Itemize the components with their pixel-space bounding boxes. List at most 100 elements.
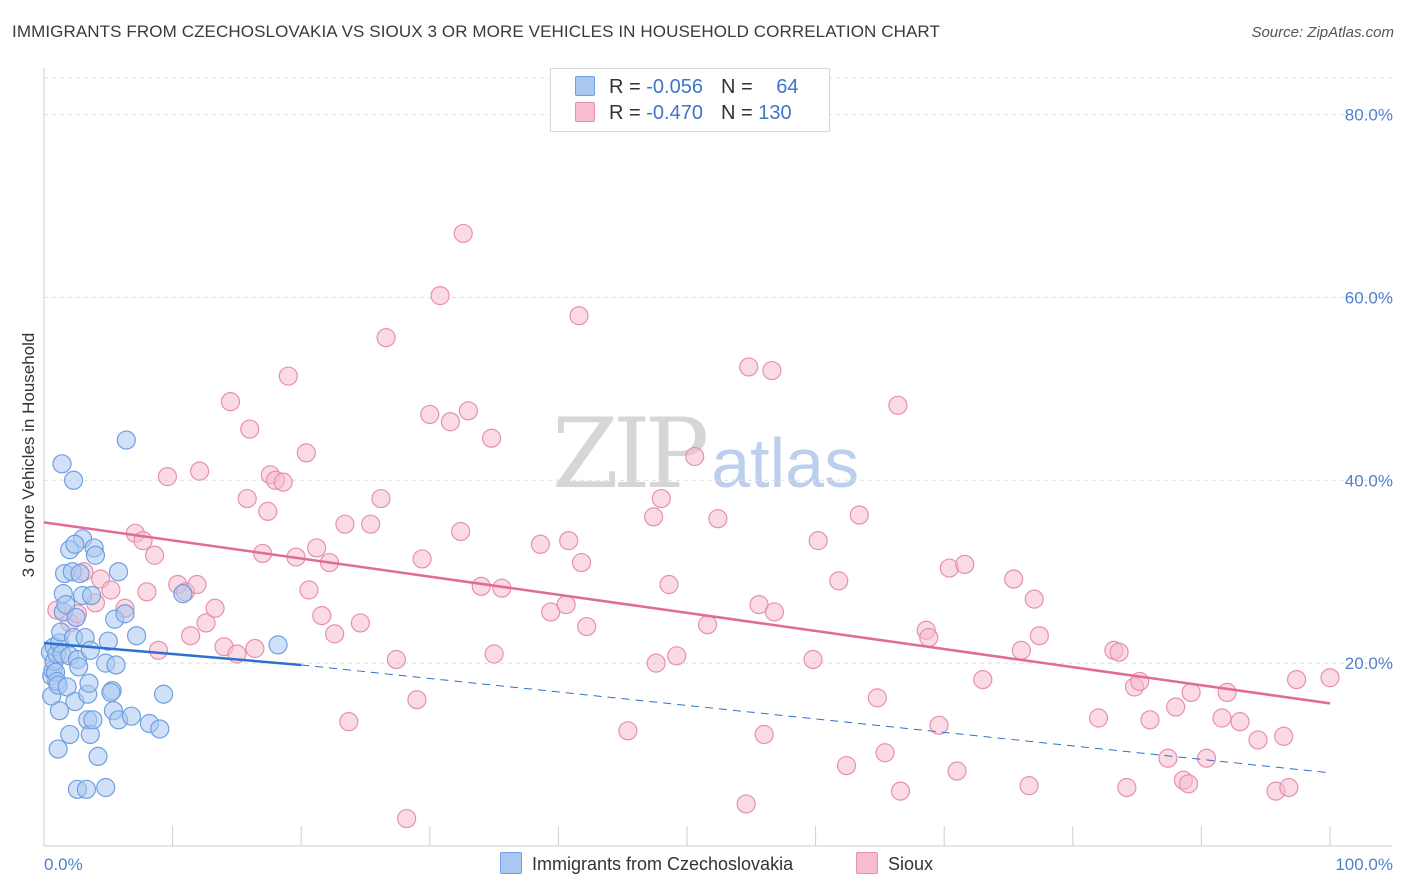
point-sioux [559,531,579,551]
point-sioux [1019,776,1039,796]
point-sioux [190,461,210,481]
point-sioux [1109,642,1129,662]
point-czechoslovakia [150,719,170,739]
point-sioux [888,395,908,415]
point-sioux [376,328,396,348]
point-sioux [157,467,178,487]
point-sioux [867,688,887,708]
point-czechoslovakia [153,684,174,704]
point-sioux [237,488,257,509]
point-sioux [101,580,121,600]
point-sioux [420,404,440,425]
x-tick-label-max: 100.0% [1335,855,1393,874]
point-sioux [829,571,849,591]
point-sioux [1088,708,1109,728]
point-czechoslovakia [115,604,135,624]
point-sioux [481,428,502,448]
point-sioux [187,574,207,595]
point-sioux [137,582,157,602]
point-czechoslovakia [268,635,288,655]
bottom-legend-czechoslovakia: Immigrants from Czechoslovakia [500,852,793,875]
legend-r-value: -0.056 [646,76,703,98]
point-sioux [1004,569,1024,589]
point-sioux [736,794,756,814]
trend-line-sioux [43,521,1331,705]
point-sioux [296,443,316,463]
point-sioux [312,605,332,626]
point-sioux [453,223,473,244]
point-sioux [1181,682,1201,703]
trend-lines [43,521,1331,774]
point-sioux [371,488,391,509]
bottom-legend-label: Immigrants from Czechoslovakia [532,854,794,874]
point-czechoslovakia [80,640,100,660]
point-sioux [458,401,478,421]
axes [43,68,1392,847]
point-sioux [1011,640,1031,660]
point-czechoslovakia [126,626,147,646]
point-sioux [325,624,345,644]
point-sioux [618,721,638,741]
point-czechoslovakia [96,777,116,798]
point-czechoslovakia [60,724,80,745]
legend-n-value: 64 [776,76,799,98]
point-sioux [273,472,293,492]
point-sioux [1196,748,1217,768]
chart-title: IMMIGRANTS FROM CZECHOSLOVAKIA VS SIOUX … [12,22,940,41]
point-sioux [849,505,869,525]
point-sioux [556,595,576,615]
point-sioux [577,616,597,637]
legend-r-label: R = [609,76,647,98]
point-sioux [754,724,774,745]
point-sioux [890,781,911,801]
point-sioux [1212,708,1232,728]
point-sioux [1158,748,1178,768]
point-sioux [1248,730,1268,750]
point-czechoslovakia [48,739,68,759]
point-sioux [335,514,355,534]
legend-r-value: -0.470 [646,102,703,124]
legend-swatch-blue [575,76,595,96]
point-sioux [685,446,705,467]
bottom-legend-sioux: Sioux [856,852,933,875]
point-sioux [667,646,687,666]
point-czechoslovakia [106,655,126,675]
legend-swatch-pink [575,102,595,122]
stats-legend: R = -0.056 N = 64 R = -0.470 N = 130 [550,68,830,132]
gridlines [44,77,1392,664]
point-sioux [571,552,592,573]
point-czechoslovakia [121,706,142,726]
point-sioux [1279,777,1299,798]
point-czechoslovakia [173,584,193,604]
bottom-legend-label: Sioux [888,854,934,874]
y-tick-label: 40.0% [1345,471,1393,490]
point-sioux [196,613,216,633]
point-sioux [245,638,265,659]
point-sioux [643,507,664,527]
point-sioux [973,669,993,690]
point-sioux [278,366,298,386]
trend-line-czechoslovakia-extrapolated [301,664,1331,774]
point-sioux [339,712,359,732]
point-sioux [749,595,769,615]
point-czechoslovakia [98,631,118,651]
point-sioux [361,514,381,534]
point-czechoslovakia [49,701,70,721]
point-czechoslovakia [88,746,108,767]
point-sioux [1117,777,1137,798]
y-tick-label: 80.0% [1345,106,1393,125]
point-czechoslovakia [56,595,76,615]
point-czechoslovakia [85,545,106,565]
point-sioux [1286,669,1307,690]
point-czechoslovakia [81,585,102,606]
point-sioux [258,501,278,521]
point-sioux [484,644,504,664]
point-czechoslovakia [63,470,84,490]
point-sioux [430,286,450,306]
point-sioux [1140,710,1160,730]
point-sioux [181,626,201,646]
point-sioux [1274,726,1294,746]
point-sioux [659,574,679,595]
legend-r-label: R = [609,102,647,124]
